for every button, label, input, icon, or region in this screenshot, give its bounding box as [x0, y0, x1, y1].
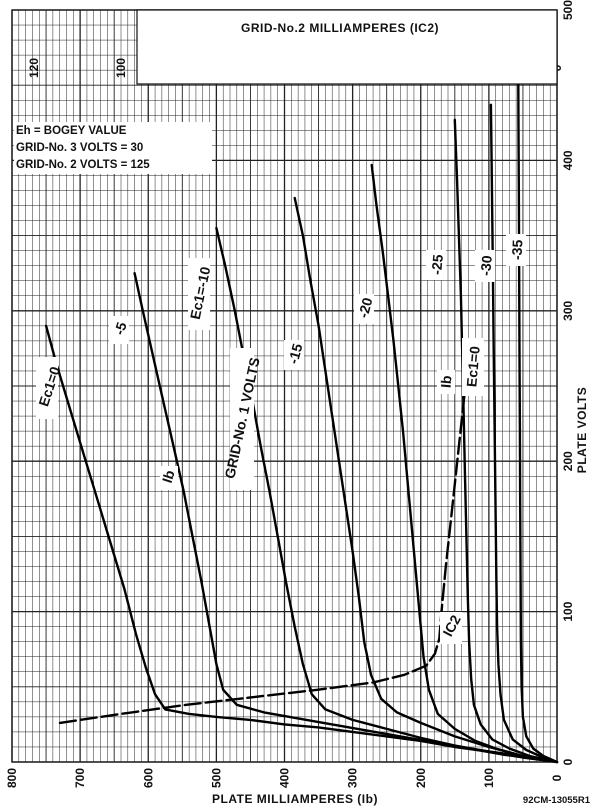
y-tick-label: 0	[561, 758, 575, 765]
top-axis-box	[136, 9, 558, 85]
x-axis-label: PLATE MILLIAMPERES (Ib)	[212, 792, 378, 806]
label-bg-ib-right	[437, 370, 455, 394]
x-tick-label: 700	[73, 768, 87, 788]
y-tick-label: 300	[561, 300, 575, 320]
y-tick-label: 400	[561, 150, 575, 170]
top-axis-label: GRID-No.2 MILLIAMPERES (IC2)	[241, 21, 439, 35]
label-m20: -20	[355, 296, 376, 320]
curve-labels: Ec1=0 -5 Ib Ec1=-10 GRID-No. 1 VOLTS -15…	[35, 234, 526, 644]
x2-tick-label: 100	[114, 58, 128, 78]
y-tick-label: 100	[561, 601, 575, 621]
label-m5: -5	[111, 320, 130, 337]
label-ib-left: Ib	[159, 468, 178, 485]
label-ib-right: Ib	[438, 375, 455, 389]
x-tick-label: 500	[209, 768, 223, 788]
label-bg-m15	[284, 340, 304, 370]
figure-code: 92CM-13055R1	[523, 795, 591, 806]
label-m15: -15	[285, 342, 306, 366]
x-tick-label: 0	[550, 774, 564, 781]
series-line-5	[453, 118, 559, 764]
label-bg-family	[230, 348, 254, 490]
condition-grid3: GRID-No. 3 VOLTS = 30	[16, 142, 143, 154]
x2-tick-label: 120	[27, 58, 41, 78]
label-bg-ib-left	[160, 466, 178, 490]
label-bg-ic2-ec1	[462, 338, 484, 396]
x-tick-label: 400	[278, 768, 292, 788]
label-bg-ec1-0	[36, 357, 58, 419]
chart-curves	[44, 53, 559, 764]
label-bg-m25	[426, 250, 446, 280]
label-bg-m5	[109, 316, 129, 344]
y-axis-label: PLATE VOLTS	[575, 387, 589, 473]
label-bg-m30	[475, 250, 495, 282]
x-tick-label: 300	[346, 768, 360, 788]
x-tick-label: 800	[5, 768, 19, 788]
x-tick-label: 200	[414, 768, 428, 788]
condition-grid2: GRID-No. 2 VOLTS = 125	[16, 159, 150, 171]
series-line-9	[58, 339, 471, 725]
label-ic2-ec1: Ec1=0	[463, 345, 483, 387]
label-bg-m35	[506, 234, 526, 266]
series-line-4	[370, 163, 559, 764]
label-bg-ic2	[440, 612, 462, 644]
conditions-box	[14, 122, 212, 174]
condition-heater: Eh = BOGEY VALUE	[16, 125, 127, 137]
x-tick-label: 100	[482, 768, 496, 788]
label-bg-m10	[188, 258, 210, 330]
x-tick-label: 600	[141, 768, 155, 788]
series-line-7	[517, 53, 559, 764]
y-tick-label: 200	[561, 451, 575, 471]
label-m30: -30	[477, 255, 495, 277]
label-m35: -35	[509, 239, 526, 260]
label-m25: -25	[428, 254, 446, 276]
y-tick-label: 500	[561, 0, 575, 20]
label-bg-m20	[354, 294, 374, 324]
series-line-3	[293, 196, 559, 764]
